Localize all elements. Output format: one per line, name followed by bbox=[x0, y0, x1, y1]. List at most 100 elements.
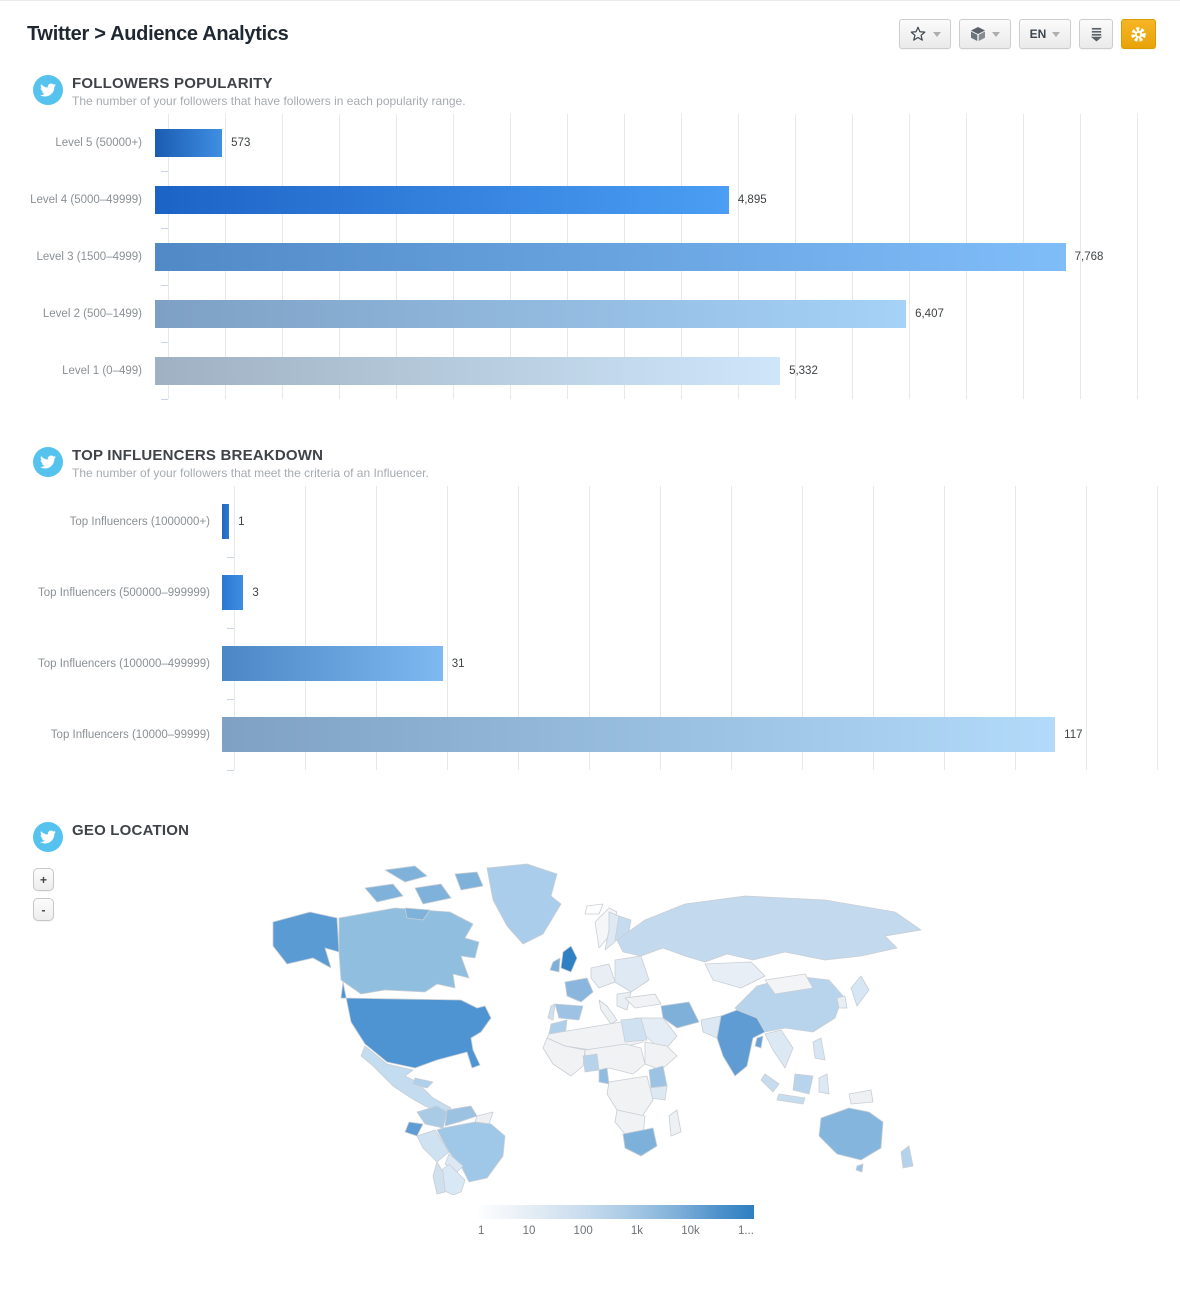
map-region-portugal[interactable] bbox=[547, 1003, 556, 1021]
followers-popularity-section: FOLLOWERS POPULARITY The number of your … bbox=[0, 75, 1180, 400]
value-label: 6,407 bbox=[915, 307, 944, 320]
map-region-congo[interactable] bbox=[606, 1075, 654, 1119]
map-region-usa[interactable] bbox=[340, 981, 492, 1069]
map-region-indochina[interactable] bbox=[764, 1029, 794, 1069]
legend-label: 1... bbox=[737, 1225, 754, 1237]
map-region-kazakhstan[interactable] bbox=[704, 961, 766, 989]
map-region-sulawesi[interactable] bbox=[818, 1073, 830, 1095]
chart-row: Top Influencers (500000–999999) 3 bbox=[0, 557, 1180, 629]
download-button[interactable] bbox=[1079, 19, 1113, 49]
map-region-new-zealand[interactable] bbox=[900, 1145, 914, 1169]
map-region-philippines[interactable] bbox=[812, 1037, 826, 1061]
map-region-sweden[interactable] bbox=[604, 911, 620, 951]
map-region-east-europe[interactable] bbox=[614, 955, 650, 993]
category-label: Top Influencers (10000–99999) bbox=[50, 728, 210, 741]
map-region-italy[interactable] bbox=[598, 999, 618, 1025]
map-region-arctic-isl-1[interactable] bbox=[384, 865, 428, 883]
map-region-madagascar[interactable] bbox=[668, 1109, 682, 1137]
section-title: GEO LOCATION bbox=[72, 822, 190, 839]
section-header: TOP INFLUENCERS BREAKDOWN The number of … bbox=[33, 447, 1180, 480]
chart-row: Level 2 (500–1499) 6,407 bbox=[0, 285, 1180, 343]
star-icon bbox=[909, 25, 927, 43]
map-region-korea[interactable] bbox=[836, 995, 848, 1009]
map-region-cameroon[interactable] bbox=[598, 1067, 610, 1085]
map-region-borneo[interactable] bbox=[792, 1073, 814, 1095]
map-region-java[interactable] bbox=[776, 1093, 806, 1105]
map-region-brazil[interactable] bbox=[436, 1121, 506, 1183]
value-label: 4,895 bbox=[737, 193, 767, 206]
map-region-greenland[interactable] bbox=[486, 863, 562, 945]
map-region-sumatra[interactable] bbox=[760, 1073, 780, 1093]
section-subtitle: The number of your followers that meet t… bbox=[72, 466, 429, 480]
favorites-button[interactable] bbox=[899, 19, 951, 49]
bar[interactable] bbox=[222, 504, 230, 539]
map-region-colombia[interactable] bbox=[416, 1105, 448, 1129]
map-region-iran[interactable] bbox=[660, 1001, 700, 1029]
map-region-egypt[interactable] bbox=[620, 1017, 648, 1043]
category-label: Level 2 (500–1499) bbox=[42, 307, 142, 320]
map-region-balkans[interactable] bbox=[616, 991, 632, 1011]
bar[interactable] bbox=[155, 185, 729, 214]
category-label: Level 3 (1500–4999) bbox=[36, 250, 143, 263]
map-zoom-in-button[interactable]: + bbox=[33, 868, 54, 891]
map-region-arctic-isl-2[interactable] bbox=[364, 883, 404, 903]
map-region-horn-africa[interactable] bbox=[644, 1041, 678, 1071]
map-region-arctic-isl-5[interactable] bbox=[404, 907, 431, 921]
category-label: Level 1 (0–499) bbox=[62, 364, 142, 377]
map-region-mongolia[interactable] bbox=[764, 973, 814, 995]
map-region-ecuador[interactable] bbox=[404, 1121, 424, 1137]
bar[interactable] bbox=[155, 299, 907, 328]
chevron-down-icon bbox=[992, 31, 1000, 37]
map-region-india[interactable] bbox=[716, 1009, 766, 1077]
map-region-tasmania[interactable] bbox=[855, 1163, 864, 1173]
map-legend: 1 10 100 1k 10k 1... bbox=[478, 1205, 754, 1237]
bar-track: 6,407 bbox=[155, 285, 1180, 342]
bar[interactable] bbox=[222, 646, 443, 681]
bar[interactable] bbox=[155, 242, 1066, 271]
map-region-nigeria[interactable] bbox=[582, 1053, 600, 1073]
map-region-cuba[interactable] bbox=[412, 1077, 434, 1089]
value-label: 7,768 bbox=[1074, 250, 1104, 263]
choropleth-map[interactable] bbox=[265, 860, 965, 1195]
map-region-australia[interactable] bbox=[818, 1107, 884, 1161]
map-region-peru[interactable] bbox=[416, 1129, 450, 1163]
map-region-bangladesh[interactable] bbox=[754, 1035, 764, 1049]
value-label: 3 bbox=[252, 586, 259, 599]
map-region-turkey[interactable] bbox=[624, 993, 662, 1009]
map-zoom-out-button[interactable]: - bbox=[33, 898, 54, 921]
twitter-icon bbox=[33, 75, 63, 105]
bar[interactable] bbox=[155, 128, 223, 157]
bar[interactable] bbox=[155, 356, 781, 385]
map-region-kenya[interactable] bbox=[648, 1065, 668, 1089]
map-region-germany[interactable] bbox=[590, 963, 616, 989]
legend-gradient-bar bbox=[478, 1205, 754, 1219]
bar[interactable] bbox=[222, 575, 244, 610]
map-region-alaska[interactable] bbox=[272, 911, 340, 969]
map-region-arctic-isl-3[interactable] bbox=[414, 883, 452, 905]
chart-row: Top Influencers (100000–499999) 31 bbox=[0, 628, 1180, 700]
top-influencers-chart: Top Influencers (1000000+) 1 Top Influence… bbox=[0, 486, 1180, 771]
language-button[interactable]: EN bbox=[1019, 19, 1071, 49]
bar-track: 4,895 bbox=[155, 171, 1180, 228]
widgets-button[interactable] bbox=[959, 19, 1011, 49]
map-region-venezuela[interactable] bbox=[444, 1105, 478, 1127]
map-region-arctic-isl-4[interactable] bbox=[454, 871, 484, 891]
map-region-ireland[interactable] bbox=[549, 957, 561, 973]
map-region-iceland[interactable] bbox=[584, 903, 604, 915]
map-region-uk[interactable] bbox=[560, 945, 578, 973]
map-region-france[interactable] bbox=[564, 977, 594, 1003]
map-region-japan[interactable] bbox=[850, 975, 870, 1007]
map-region-chile[interactable] bbox=[432, 1161, 446, 1195]
bar[interactable] bbox=[222, 717, 1056, 752]
category-label: Top Influencers (1000000+) bbox=[69, 515, 210, 528]
settings-button[interactable] bbox=[1121, 19, 1156, 49]
chart-row: Top Influencers (1000000+) 1 bbox=[0, 486, 1180, 558]
map-region-russia[interactable] bbox=[616, 895, 922, 963]
section-title: FOLLOWERS POPULARITY bbox=[72, 75, 273, 92]
map-region-canada[interactable] bbox=[338, 907, 480, 995]
map-region-south-africa[interactable] bbox=[622, 1127, 658, 1157]
map-region-spain[interactable] bbox=[554, 1003, 584, 1021]
map-region-west-africa[interactable] bbox=[542, 1037, 586, 1077]
map-region-png[interactable] bbox=[848, 1089, 874, 1105]
